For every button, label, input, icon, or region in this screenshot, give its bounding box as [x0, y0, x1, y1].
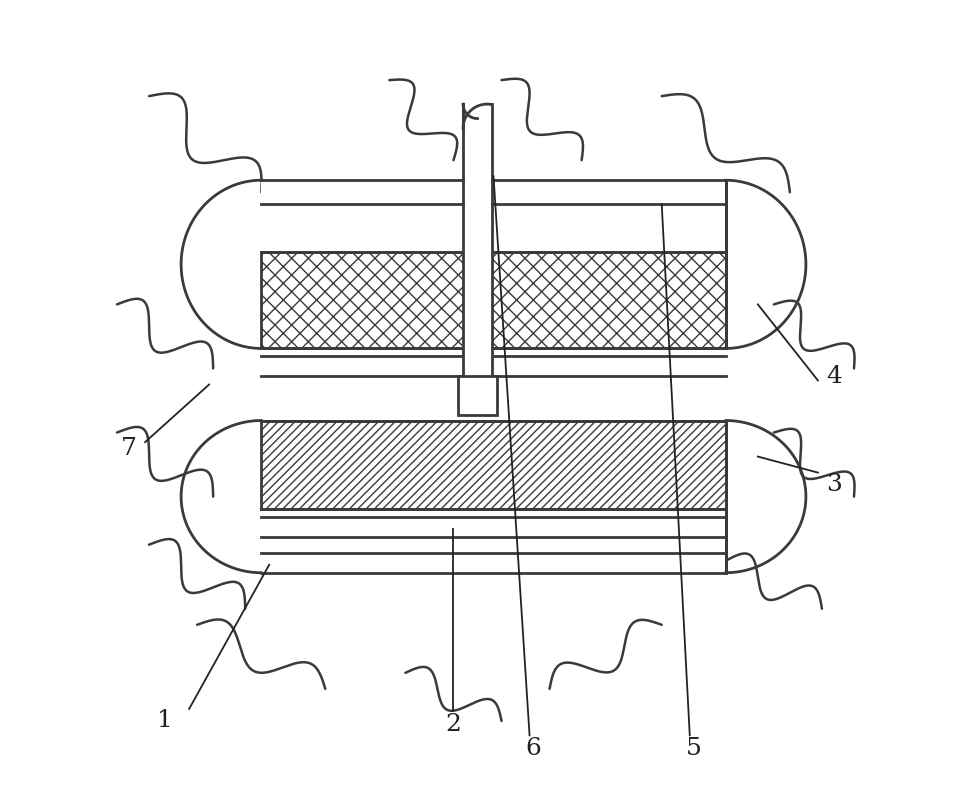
Text: 5: 5 — [686, 738, 702, 760]
Bar — [458, 376, 497, 415]
Text: 6: 6 — [525, 738, 542, 760]
Text: 7: 7 — [121, 437, 137, 460]
Bar — [261, 421, 725, 509]
Text: 4: 4 — [826, 365, 842, 388]
Text: 2: 2 — [446, 714, 461, 736]
Bar — [261, 252, 725, 348]
Text: 3: 3 — [826, 473, 842, 496]
Text: 1: 1 — [157, 710, 173, 732]
